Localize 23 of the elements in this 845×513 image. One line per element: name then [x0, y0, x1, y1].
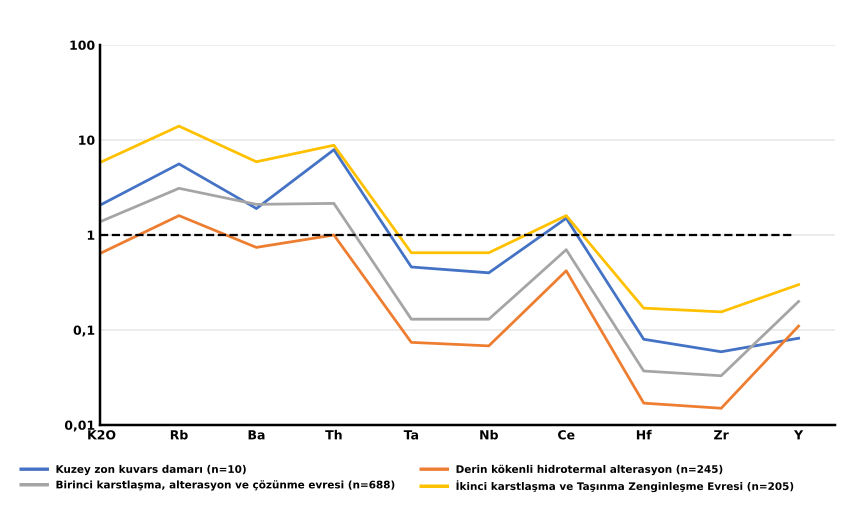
x-tick-label: Ce: [558, 430, 574, 440]
y-tick-label: 0,1: [74, 325, 94, 337]
line-series: [100, 186, 800, 378]
y-tick-label: 0,01: [64, 420, 94, 432]
legend-label: Birinci karstlaşma, alterasyon ve çözünme evresi (n=688): [56, 480, 394, 491]
y-tick-label: 10: [79, 135, 95, 145]
x-tick-label: Ta: [404, 430, 418, 440]
x-tick-label: Y: [794, 430, 804, 440]
line-series: [100, 124, 800, 314]
legend-label: İkinci karstlaşma ve Taşınma Zenginleşme Evresi (n=205): [456, 480, 794, 492]
x-tick-label: Nb: [480, 430, 498, 440]
x-tick-label: Th: [325, 430, 342, 440]
x-tick-label: Ba: [248, 430, 264, 440]
y-tick-label: 100: [70, 40, 95, 50]
x-tick-label: K2O: [88, 430, 116, 440]
x-tick-label: Zr: [714, 430, 729, 440]
line-series: [100, 148, 800, 354]
legend-label: Derin kökenli hidrotermal alterasyon (n=245): [456, 464, 722, 476]
x-tick-label: Hf: [636, 430, 652, 440]
legend-label: Kuzey zon kuvars damarı (n=10): [56, 464, 246, 476]
line-series: [100, 214, 800, 410]
x-tick-label: Rb: [170, 430, 188, 440]
y-tick-label: 1: [88, 230, 94, 240]
